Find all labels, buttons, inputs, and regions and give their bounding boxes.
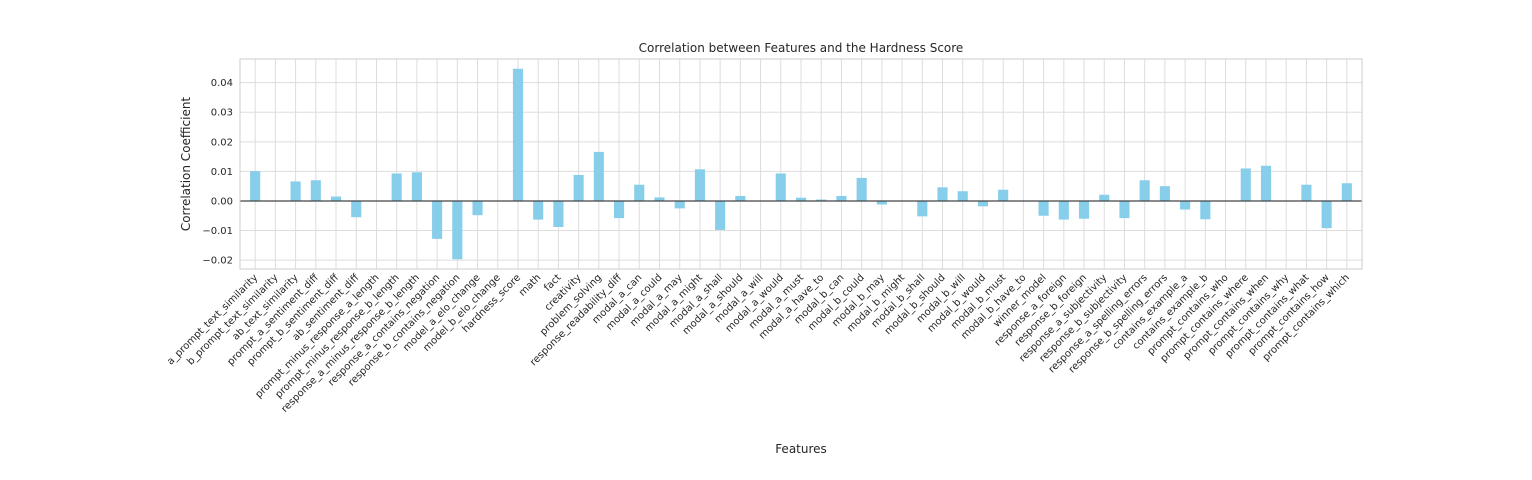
bar-modal_b_would (977, 200, 988, 207)
y-tick-label: 0.01 (211, 167, 233, 178)
bar-prompt_contains_where (1240, 168, 1251, 201)
bar-modal_b_will (957, 191, 968, 201)
bar-response_b_spelling_errors (1159, 186, 1170, 201)
bar-hardness_score (512, 68, 524, 201)
bar-modal_b_must (998, 189, 1009, 201)
bar-ab_text_similarity (290, 181, 301, 201)
y-tick-label: 0.02 (211, 137, 233, 148)
bar-modal_a_would (775, 173, 786, 201)
bar-prompt_contains_what (1301, 184, 1312, 201)
bar-response_a_minus_response_b_length (411, 172, 422, 201)
y-tick-label: −0.01 (202, 226, 233, 237)
bar-fact (553, 200, 564, 227)
bar-modal_b_can (836, 195, 847, 201)
bar-prompt_contains_which (1341, 183, 1352, 201)
bar-a_prompt_text_similarity (250, 171, 261, 201)
bar-prompt_a_sentiment_diff (310, 180, 321, 201)
bars (250, 68, 1352, 260)
bar-response_b_contains_negation (452, 200, 463, 260)
bar-problem_solving (593, 151, 604, 201)
bar-response_a_subjectivity (1099, 194, 1110, 201)
bar-prompt_contains_when (1260, 165, 1272, 201)
bar-modal_a_may (674, 200, 685, 209)
bar-creativity (573, 174, 584, 201)
y-tick-label: 0.03 (211, 108, 233, 119)
bar-modal_a_might (694, 169, 705, 201)
bar-modal_b_could (856, 177, 867, 201)
bar-response_a_spelling_errors (1139, 180, 1150, 201)
bar-modal_b_shall (917, 200, 928, 217)
plot-frame (239, 58, 1363, 270)
y-tick-label: 0.04 (211, 78, 233, 89)
bar-response_a_contains_negation (432, 200, 443, 239)
bar-response_b_foreign (1078, 200, 1090, 219)
bar-model_a_elo_change (472, 200, 483, 216)
chart-title: Correlation between Features and the Har… (639, 41, 964, 55)
bar-contains_example_a (1180, 200, 1191, 210)
bar-prompt_contains_how (1321, 200, 1332, 229)
bar-modal_a_can (634, 184, 645, 201)
bar-prompt_minus_response_b_length (391, 173, 402, 201)
bar-response_b_subjectivity (1119, 200, 1130, 219)
x-axis-ticks: a_prompt_text_similarityb_prompt_text_si… (165, 272, 1352, 415)
y-axis-ticks: −0.02 −0.01 0.00 0.01 0.02 0.03 0.04 (202, 78, 233, 266)
bar-modal_a_could (654, 197, 665, 201)
bar-modal_a_have_to (816, 199, 827, 201)
bar-winner_model (1038, 200, 1049, 216)
bar-modal_b_should (937, 187, 948, 201)
x-tick-label: math (517, 272, 543, 298)
bar-modal_a_should (735, 195, 746, 201)
bar-math (533, 200, 544, 220)
y-tick-label: −0.02 (202, 256, 233, 267)
bar-modal_b_may (876, 200, 887, 205)
bar-response_a_foreign (1058, 200, 1069, 220)
bar-modal_a_must (795, 197, 807, 201)
bar-ab_sentiment_diff (351, 200, 362, 218)
bar-response_readability_diff (614, 200, 625, 219)
bar-contains_example_b (1200, 200, 1211, 220)
y-tick-label: 0.00 (211, 196, 233, 207)
grid-lines (240, 59, 1362, 269)
bar-prompt_b_sentiment_diff (330, 196, 342, 201)
x-axis-title: Features (775, 442, 827, 456)
bar-modal_a_shall (715, 200, 726, 230)
y-axis-title: Correlation Coefficient (179, 97, 193, 232)
